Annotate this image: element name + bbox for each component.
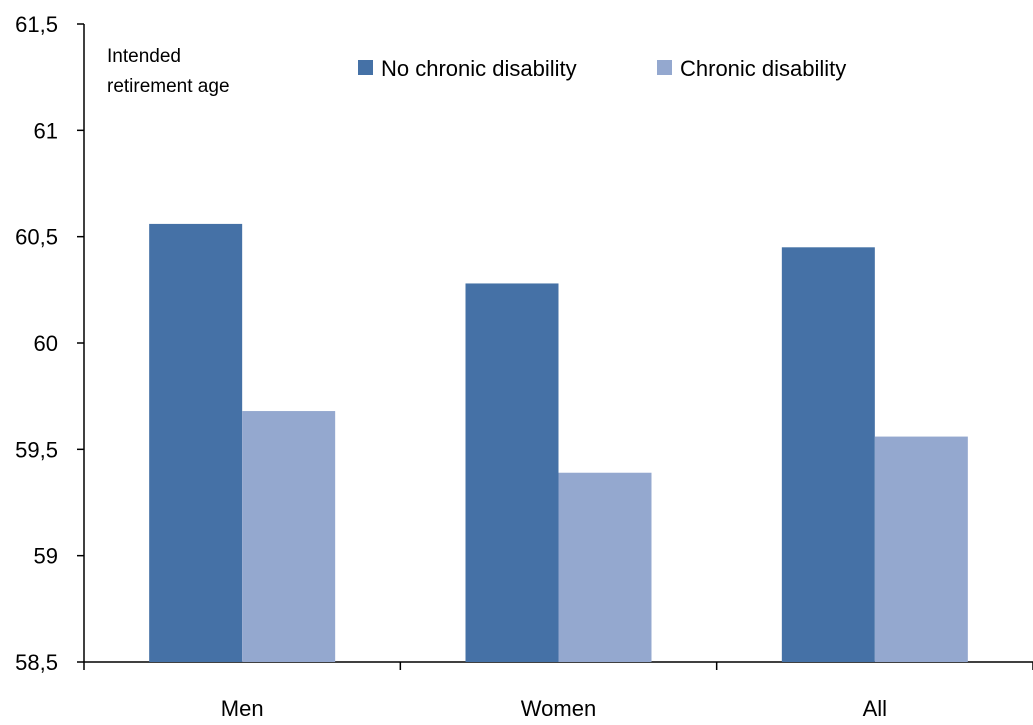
y-axis-ticks: 58,5 59 59,5 60 60,5 61 61,5 [15,12,84,675]
legend-label-no-chronic-disability: No chronic disability [381,56,577,81]
bar-no-chronic-disability-men [149,223,243,662]
bar-chronic-disability-women [558,472,652,662]
bar-no-chronic-disability-women [465,283,559,662]
y-tick-label: 60,5 [15,225,58,250]
x-axis-ticks: Men Women All [83,662,1033,721]
x-category-label: All [863,696,887,720]
x-category-label: Women [521,696,596,720]
legend: No chronic disability Chronic disability [358,56,846,81]
y-tick-label: 58,5 [15,650,58,675]
bar-no-chronic-disability-all [781,247,875,663]
y-axis-label-line-2: retirement age [107,76,230,97]
y-axis-label: Intended retirement age [107,46,230,97]
bar-chronic-disability-men [242,411,336,662]
y-tick-label: 59 [34,544,58,569]
y-tick-label: 59,5 [15,437,58,462]
legend-swatch-chronic-disability [657,60,672,75]
y-tick-label: 60 [34,331,58,356]
legend-label-chronic-disability: Chronic disability [680,56,846,81]
y-axis-label-line-1: Intended [107,46,181,67]
bars [149,223,968,663]
x-category-label: Men [221,696,264,720]
y-tick-label: 61 [34,118,58,143]
legend-swatch-no-chronic-disability [358,60,373,75]
y-tick-label: 61,5 [15,12,58,37]
bar-chronic-disability-all [874,436,968,662]
